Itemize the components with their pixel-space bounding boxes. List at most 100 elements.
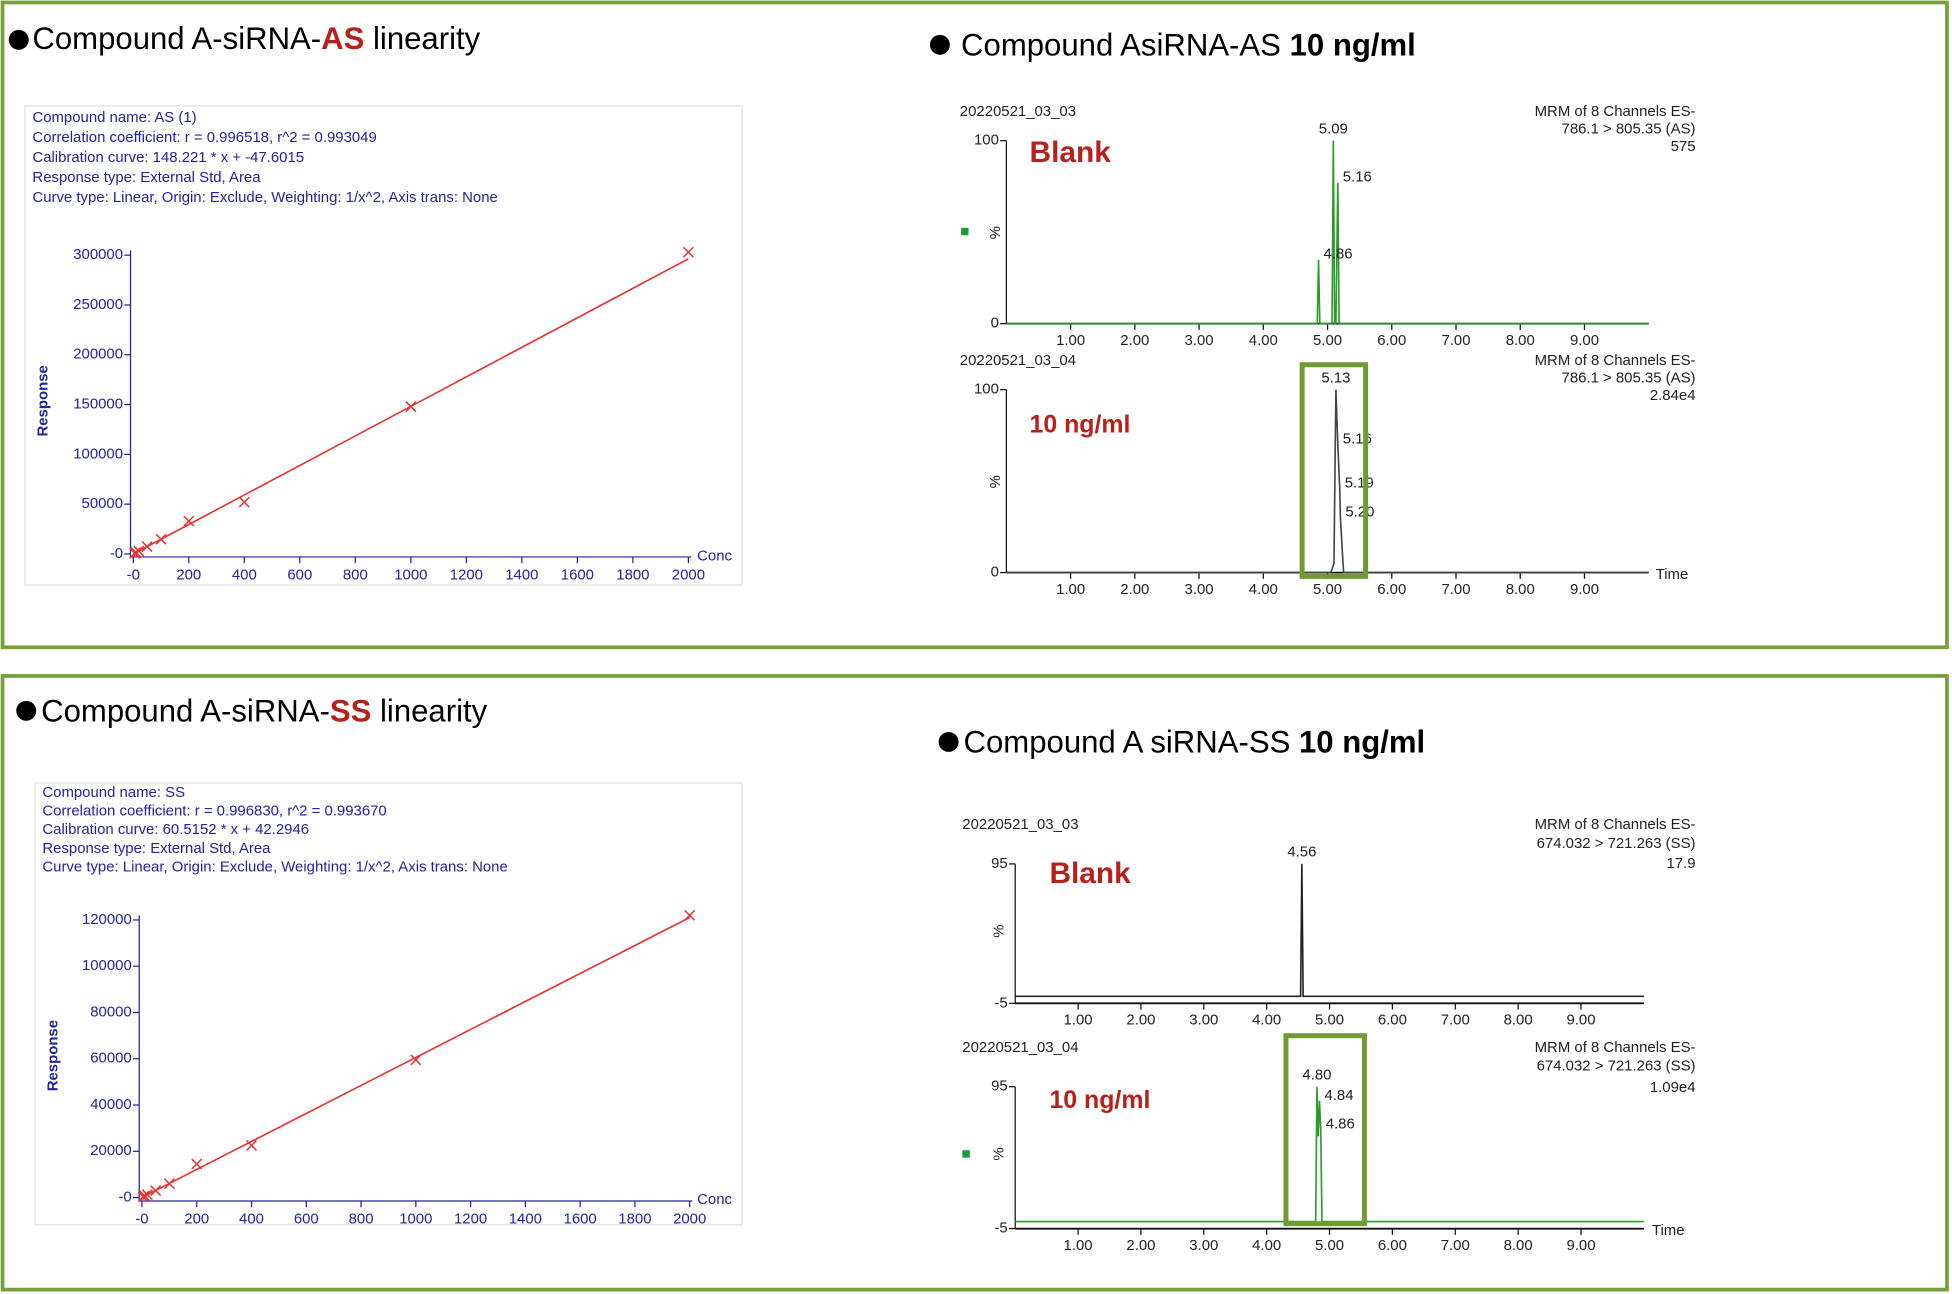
bullet (929, 34, 950, 55)
y-tick-label: 300000 (73, 246, 123, 263)
x-tick-label: 200 (184, 1211, 209, 1228)
x-tick-label: 1000 (399, 1211, 432, 1228)
info-line: Calibration curve: 148.221 * x + -47.601… (32, 149, 304, 166)
x-tick-label: 3.00 (1189, 1012, 1218, 1029)
x-tick-label: 5.00 (1315, 1012, 1344, 1029)
x-tick-label: 3.00 (1185, 581, 1214, 598)
y-tick-label: 0 (991, 315, 999, 332)
x-tick-label: 800 (349, 1211, 374, 1228)
run-id: 20220521_03_03 (960, 103, 1076, 120)
y-tick-label: 50000 (82, 495, 124, 512)
point (150, 1185, 162, 1197)
x-tick-label: 2.00 (1120, 332, 1149, 349)
y-tick-label: 200000 (73, 346, 123, 363)
x-tick-label: 2.00 (1126, 1012, 1155, 1029)
point (155, 533, 167, 545)
x-tick-label: 8.00 (1504, 1012, 1533, 1029)
info-line: Response type: External Std, Area (42, 840, 271, 857)
x-axis-label: Conc (697, 1191, 732, 1208)
x-tick-label: 800 (343, 567, 368, 584)
y-tick-label: 150000 (73, 396, 123, 413)
sample-label: Blank (1049, 857, 1131, 890)
highlight-box (1299, 362, 1369, 579)
x-tick-label: 1200 (454, 1211, 487, 1228)
channel-header: 674.032 > 721.263 (SS) (1537, 835, 1696, 852)
panel-frame (0, 0, 1949, 650)
chart-frame (34, 782, 743, 1226)
peak-label: 5.20 (1345, 504, 1374, 521)
x-tick-label: 600 (287, 567, 312, 584)
x-tick-label: 1.00 (1064, 1237, 1093, 1254)
heading-part: Compound A-siRNA- (41, 694, 330, 729)
peak-label: 5.09 (1319, 120, 1348, 137)
x-tick-label: 7.00 (1441, 1237, 1470, 1254)
x-tick-label: 2.00 (1126, 1237, 1155, 1254)
info-line: Compound name: SS (42, 784, 185, 801)
x-tick-label: 4.00 (1249, 332, 1278, 349)
peak-label: 4.56 (1287, 844, 1316, 861)
y-tick-label: 95 (991, 855, 1008, 872)
heading-part: 10 ng/ml (1299, 725, 1425, 760)
point (246, 1139, 258, 1152)
point (163, 1178, 175, 1190)
heading-part: Compound A siRNA-SS (964, 725, 1299, 760)
channel-header: 786.1 > 805.35 (AS) (1562, 369, 1696, 386)
channel-header: 575 (1671, 138, 1696, 155)
highlight-box (1283, 1033, 1367, 1227)
x-tick-label: 9.00 (1570, 332, 1599, 349)
info-line: Response type: External Std, Area (32, 169, 261, 186)
heading-part: SS (330, 694, 372, 729)
trace (1015, 863, 1644, 998)
point (410, 1054, 422, 1066)
y-tick-label: 40000 (90, 1096, 131, 1113)
channel-header: 17.9 (1666, 855, 1695, 872)
trace (1006, 140, 1649, 325)
info-line: Calibration curve: 60.5152 * x + 42.2946 (42, 821, 309, 838)
channel-marker (961, 227, 969, 236)
info-line: Curve type: Linear, Origin: Exclude, Wei… (32, 189, 497, 206)
x-tick-label: 6.00 (1377, 581, 1406, 598)
heading: Compound A siRNA-SS 10 ng/ml (964, 725, 1426, 760)
x-tick-label: 2.00 (1120, 581, 1149, 598)
info-line: Correlation coefficient: r = 0.996830, r… (42, 803, 386, 820)
point (133, 545, 145, 557)
x-tick-label: 1.00 (1064, 1012, 1093, 1029)
run-id: 20220521_03_04 (962, 1039, 1078, 1056)
y-axis-label: % (987, 475, 1004, 488)
y-axis-label: % (987, 226, 1004, 239)
channel-header: 1.09e4 (1650, 1079, 1696, 1096)
heading-part: linearity (371, 694, 487, 729)
y-tick-label: 100 (974, 132, 999, 149)
x-tick-label: 1800 (618, 1211, 651, 1228)
chart-frame (24, 105, 743, 586)
x-tick-label: 6.00 (1378, 1237, 1407, 1254)
y-tick-label: 95 (991, 1078, 1008, 1095)
peak-label: 4.86 (1326, 1115, 1355, 1132)
x-tick-label: 1800 (616, 567, 649, 584)
x-tick-label: 4.00 (1252, 1012, 1281, 1029)
x-tick-label: 8.00 (1506, 581, 1535, 598)
channel-header: MRM of 8 Channels ES- (1535, 352, 1696, 369)
x-tick-label: 400 (232, 567, 257, 584)
x-tick-label: 3.00 (1189, 1237, 1218, 1254)
y-tick-label: 250000 (73, 296, 123, 313)
y-tick-label: 100000 (73, 445, 123, 462)
channel-header: MRM of 8 Channels ES- (1535, 816, 1696, 833)
y-tick-label: 100 (974, 381, 999, 398)
run-id: 20220521_03_04 (960, 352, 1076, 369)
x-axis-label: Time (1652, 1222, 1685, 1239)
x-tick-label: 1.00 (1056, 332, 1085, 349)
point (130, 546, 142, 559)
channel-header: 2.84e4 (1650, 387, 1696, 404)
heading: Compound A-siRNA-AS linearity (32, 21, 480, 56)
sample-label: 10 ng/ml (1030, 410, 1131, 438)
heading-part: 10 ng/ml (1290, 28, 1416, 63)
point (191, 1158, 203, 1170)
x-axis-label: Conc (697, 547, 732, 564)
y-tick-label: 20000 (90, 1142, 131, 1159)
point (238, 496, 250, 508)
x-tick-label: 9.00 (1566, 1237, 1595, 1254)
heading-part: AS (321, 21, 364, 56)
x-tick-label: 5.00 (1313, 332, 1342, 349)
